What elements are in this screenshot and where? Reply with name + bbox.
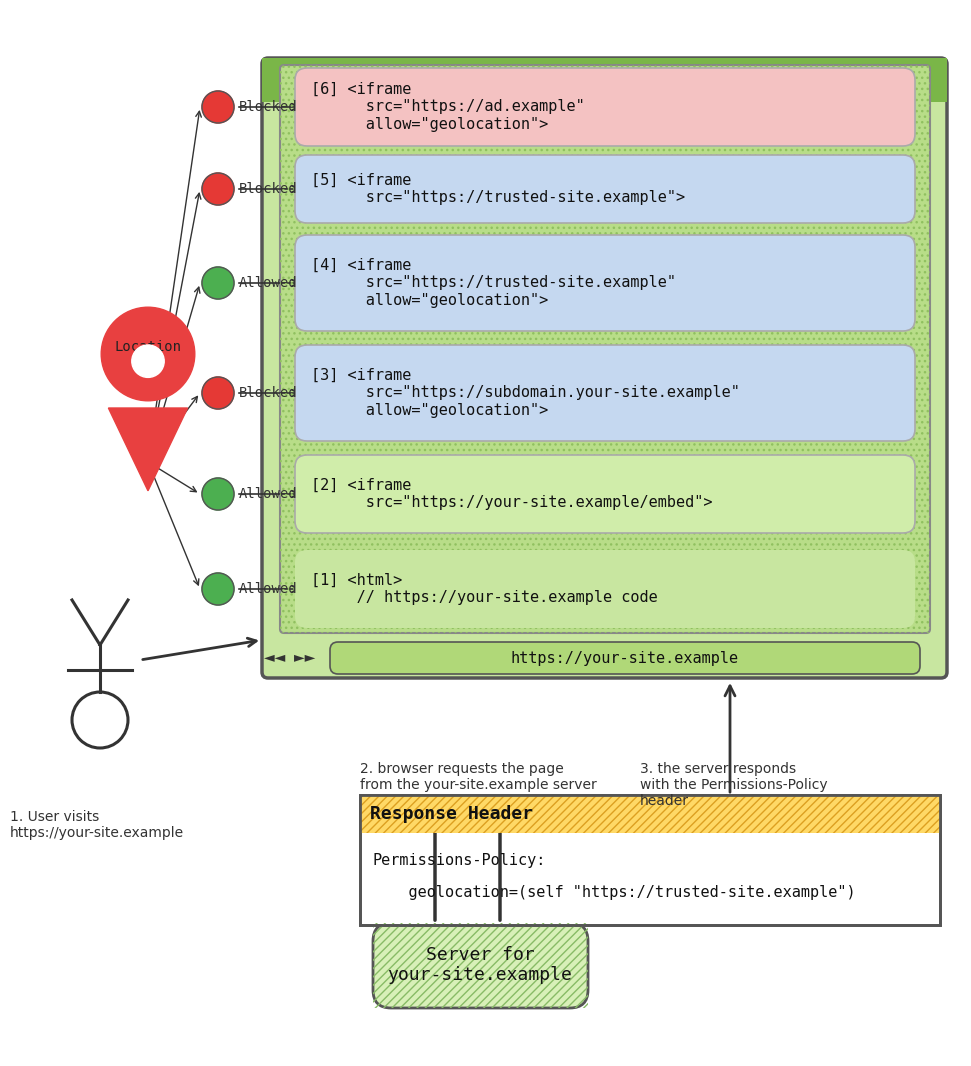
Text: Allowed: Allowed [239,276,298,290]
Bar [262,58,947,102]
FancyBboxPatch shape [330,642,920,674]
Text: Blocked: Blocked [239,100,298,114]
Circle shape [101,307,195,401]
FancyBboxPatch shape [373,923,588,1008]
Text: [3] <iframe
      src="https://subdomain.your-site.example"
      allow="geoloca: [3] <iframe src="https://subdomain.your-… [311,368,740,418]
Text: Allowed: Allowed [239,487,298,501]
Text: https://your-site.example: https://your-site.example [511,650,739,665]
Text: [1] <html>
     // https://your-site.example code: [1] <html> // https://your-site.example … [311,572,657,605]
FancyBboxPatch shape [295,235,915,332]
Text: Server for
your-site.example: Server for your-site.example [387,946,573,984]
Text: Blocked: Blocked [239,386,298,400]
Bar [360,795,940,833]
Text: Response Header: Response Header [370,805,533,823]
Text: Location: Location [115,340,182,354]
FancyBboxPatch shape [295,155,915,223]
FancyBboxPatch shape [280,65,930,633]
Bar [280,65,930,633]
Bar [360,795,940,925]
Text: 2. browser requests the page
from the your-site.example server: 2. browser requests the page from the yo… [360,762,597,792]
Text: 1. User visits
https://your-site.example: 1. User visits https://your-site.example [10,810,184,840]
FancyBboxPatch shape [295,345,915,441]
Circle shape [202,377,234,409]
FancyBboxPatch shape [295,455,915,533]
Text: geolocation=(self "https://trusted-site.example"): geolocation=(self "https://trusted-site.… [372,885,855,900]
Circle shape [202,173,234,205]
Bar [373,923,588,1008]
Text: Allowed: Allowed [239,582,298,596]
Polygon shape [109,408,187,490]
Circle shape [202,266,234,298]
Text: Blocked: Blocked [239,182,298,196]
Bar [360,795,940,833]
Circle shape [132,345,164,377]
Text: 3. the server responds
with the Permissions-Policy
header: 3. the server responds with the Permissi… [640,762,827,808]
Bar [360,795,940,925]
Bar [360,795,940,833]
Text: [4] <iframe
      src="https://trusted-site.example"
      allow="geolocation">: [4] <iframe src="https://trusted-site.ex… [311,258,676,308]
FancyBboxPatch shape [295,550,915,628]
Text: [5] <iframe
      src="https://trusted-site.example">: [5] <iframe src="https://trusted-site.ex… [311,173,686,205]
Text: [6] <iframe
      src="https://ad.example"
      allow="geolocation">: [6] <iframe src="https://ad.example" all… [311,82,585,132]
Text: [2] <iframe
      src="https://your-site.example/embed">: [2] <iframe src="https://your-site.examp… [311,478,713,511]
Circle shape [202,574,234,605]
Circle shape [202,478,234,510]
Circle shape [202,91,234,123]
FancyBboxPatch shape [262,58,947,678]
Text: ◄◄  ►►: ◄◄ ►► [264,651,316,665]
FancyBboxPatch shape [295,68,915,146]
Text: Permissions-Policy:: Permissions-Policy: [372,853,546,868]
